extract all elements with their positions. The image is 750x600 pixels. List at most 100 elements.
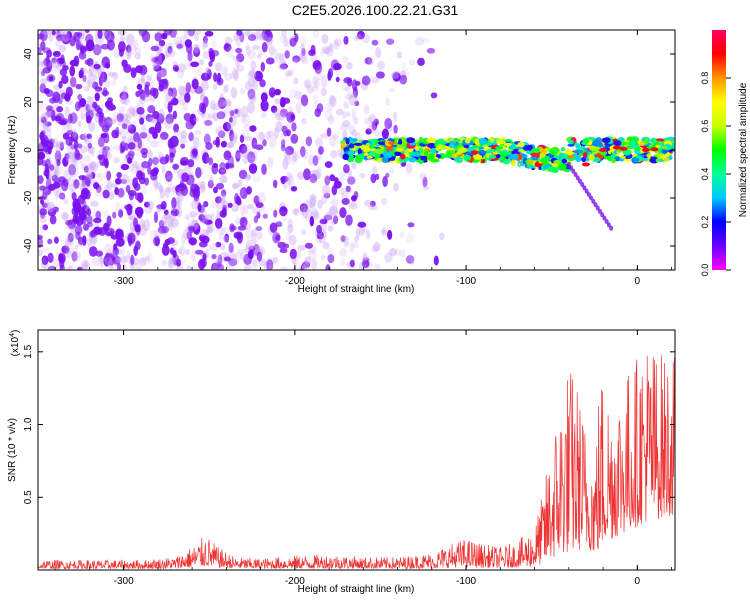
spectrogram-cell <box>172 163 179 170</box>
spectrogram-cell <box>203 133 211 145</box>
spectrogram-cell <box>178 85 187 97</box>
spectrogram-cell <box>94 86 103 92</box>
spectrogram-cell <box>422 176 428 188</box>
spectrogram-cell <box>202 39 209 48</box>
spectrogram-cell <box>158 39 166 47</box>
spectrogram-cell <box>124 113 131 124</box>
snr-y-label: SNR (10 * v/v) <box>7 418 18 482</box>
spectrogram-cell <box>44 147 50 155</box>
spectrogram-cell <box>203 200 209 208</box>
spectrogram-cell <box>163 211 173 221</box>
spectrogram-cell <box>64 138 70 146</box>
spectrogram-cell <box>90 200 100 207</box>
spectrogram-cell <box>237 179 243 187</box>
spectrogram-cell <box>364 200 373 207</box>
spectrogram-cell <box>225 142 234 149</box>
spectrogram-cell <box>323 214 333 221</box>
spectrogram-cell <box>539 152 546 158</box>
spectrogram-cell <box>153 211 159 224</box>
spectrogram-cell <box>573 171 578 177</box>
spectrogram-cell <box>127 150 135 157</box>
spectrogram-cell <box>193 116 200 123</box>
spectrogram-cell <box>318 146 324 155</box>
spectrogram-cell <box>56 140 65 149</box>
spectrogram-cell <box>158 220 165 229</box>
spectrogram-cell <box>44 110 54 117</box>
spectrogram-cell <box>78 69 84 79</box>
spectrogram-cell <box>93 68 99 75</box>
spectrogram-cell <box>229 223 235 233</box>
spectrogram-cell <box>89 237 97 245</box>
spectrogram-cell <box>232 253 237 264</box>
spectrogram-cell <box>137 192 144 204</box>
spectrogram-cell <box>103 120 112 126</box>
spectrogram-cell <box>227 141 234 149</box>
spectrogram-cell <box>307 250 317 261</box>
spectrogram-cell <box>185 119 195 130</box>
spectrogram-cell <box>558 163 567 170</box>
spectrogram-cell <box>242 155 249 164</box>
spectrogram-cell <box>220 226 229 235</box>
spectrogram-cell <box>71 251 78 262</box>
spectrogram-cell <box>109 118 117 125</box>
spectrogram-cell <box>364 116 372 126</box>
spectrogram-cell <box>229 134 238 144</box>
spectrogram-cell <box>495 146 504 150</box>
spectrogram-cell <box>42 224 49 231</box>
spectrogram-cell <box>287 218 293 228</box>
spectrogram-cell <box>231 183 239 190</box>
spectrogram-cell <box>126 249 131 260</box>
spectrogram-cell <box>82 74 87 83</box>
spectrogram-cell <box>279 63 289 70</box>
spectrogram-cell <box>61 245 70 254</box>
spectrogram-cell <box>351 160 357 170</box>
spectrogram-cell <box>43 57 50 67</box>
spectrogram-cell <box>299 35 307 48</box>
spectrogram-cell <box>49 164 55 171</box>
spectrogram-cell <box>52 50 61 58</box>
spectrogram-cell <box>402 140 407 147</box>
spectrogram-cell <box>228 242 234 253</box>
spectrogram-cell <box>165 187 172 193</box>
spectrogram-cell <box>345 137 350 145</box>
spectrogram-cell <box>193 46 201 58</box>
spectrogram-cell <box>277 112 286 121</box>
spectrogram-cell <box>243 204 249 215</box>
spectrogram-cell <box>243 253 253 265</box>
spectrogram-cell <box>59 89 66 99</box>
spectrogram-cell <box>315 213 321 220</box>
spectrogram-cell <box>395 147 404 152</box>
spectrogram-cell <box>352 86 359 99</box>
spectrogram-cell <box>289 88 297 99</box>
spectrogram-cell <box>240 252 246 260</box>
spectrogram-cell <box>357 221 367 228</box>
spectrogram-cell <box>600 212 605 218</box>
spectrogram-cell <box>299 203 308 213</box>
spectrogram-cell <box>218 194 225 205</box>
spectrogram-cell <box>283 243 290 249</box>
spectrogram-cell <box>119 127 128 140</box>
spectrogram-cell <box>363 152 369 157</box>
spectrogram-cell <box>343 163 350 174</box>
spectrogram-cell <box>361 75 371 86</box>
spectrogram-cell <box>595 205 600 211</box>
spectrogram-cell <box>192 149 198 158</box>
spectrogram-cell <box>215 126 224 136</box>
spectrogram-cell <box>44 121 52 127</box>
spectrogram-cell <box>316 224 322 234</box>
spectrogram-x-ticks: -300 -200 -100 0 <box>54 30 672 287</box>
spectrogram-cell <box>116 257 123 263</box>
spectrogram-cell <box>321 184 331 196</box>
spectrogram-cell <box>179 156 189 166</box>
spectrogram-cell <box>78 174 87 181</box>
spectrogram-cell <box>78 51 87 60</box>
spectrogram-cell <box>223 256 231 262</box>
spectrogram-cell <box>188 132 194 142</box>
spectrogram-cell <box>87 68 93 79</box>
spectrogram-cell <box>193 44 200 54</box>
spectrogram-cell <box>277 241 286 249</box>
spectrogram-cell <box>252 150 258 162</box>
spectrogram-cell <box>230 86 238 99</box>
spectrogram-cell <box>91 73 98 81</box>
spectrogram-cell <box>244 153 252 160</box>
